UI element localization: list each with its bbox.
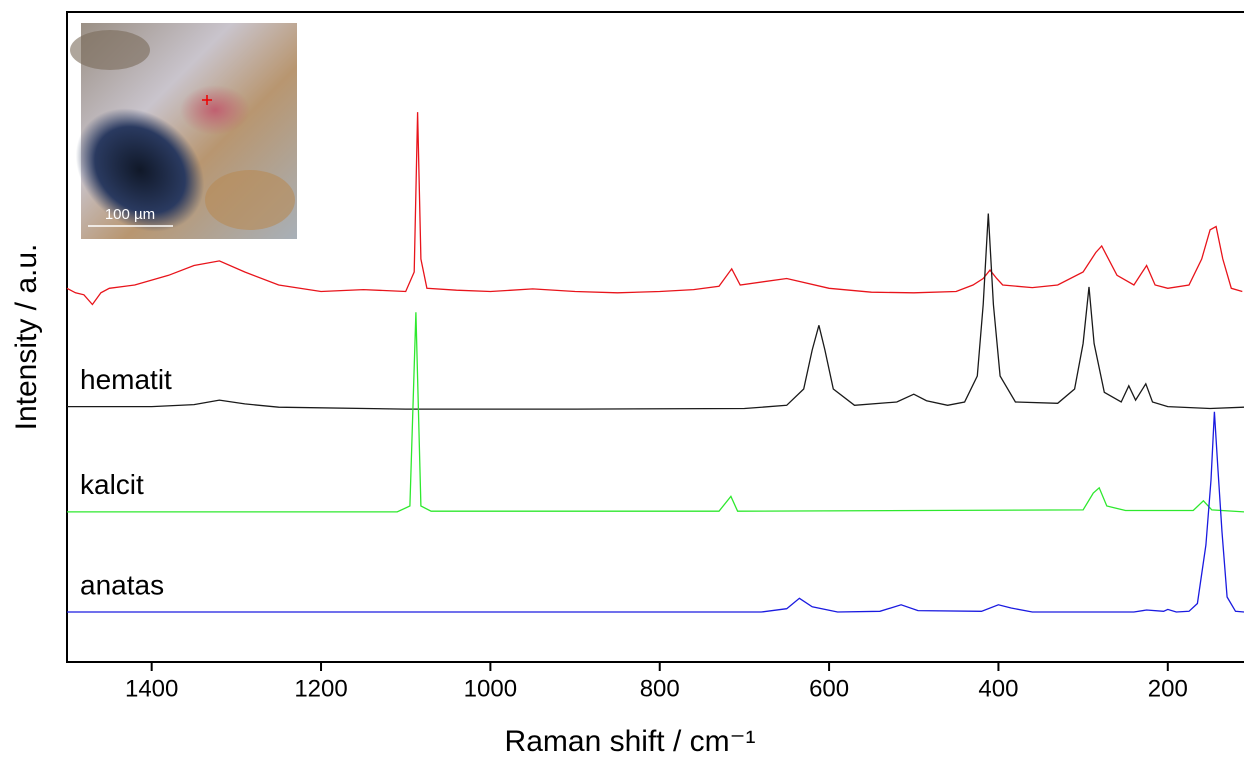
x-axis-label: Raman shift / cm⁻¹: [505, 725, 756, 758]
y-axis-label: Intensity / a.u.: [10, 244, 43, 431]
x-tick-label: 800: [640, 675, 680, 702]
spectrum-line: [67, 213, 1244, 410]
plot-frame: [66, 11, 1244, 663]
spectrum-line: [67, 312, 1244, 513]
x-tick-label: 1400: [125, 675, 178, 702]
x-tick-label: 1000: [464, 675, 517, 702]
series-label: anatas: [80, 569, 164, 600]
scale-label: 100 µm: [105, 206, 155, 223]
series-label: kalcit: [80, 469, 144, 500]
spectrum-line: [67, 411, 1244, 613]
x-tick-label: 200: [1148, 675, 1188, 702]
inset-photo: 100 µm: [70, 23, 297, 239]
x-tick-label: 600: [809, 675, 849, 702]
spectrum-line: [66, 112, 1243, 306]
series-label: hematit: [80, 364, 172, 395]
x-tick-label: 400: [978, 675, 1018, 702]
x-tick-label: 1200: [294, 675, 347, 702]
